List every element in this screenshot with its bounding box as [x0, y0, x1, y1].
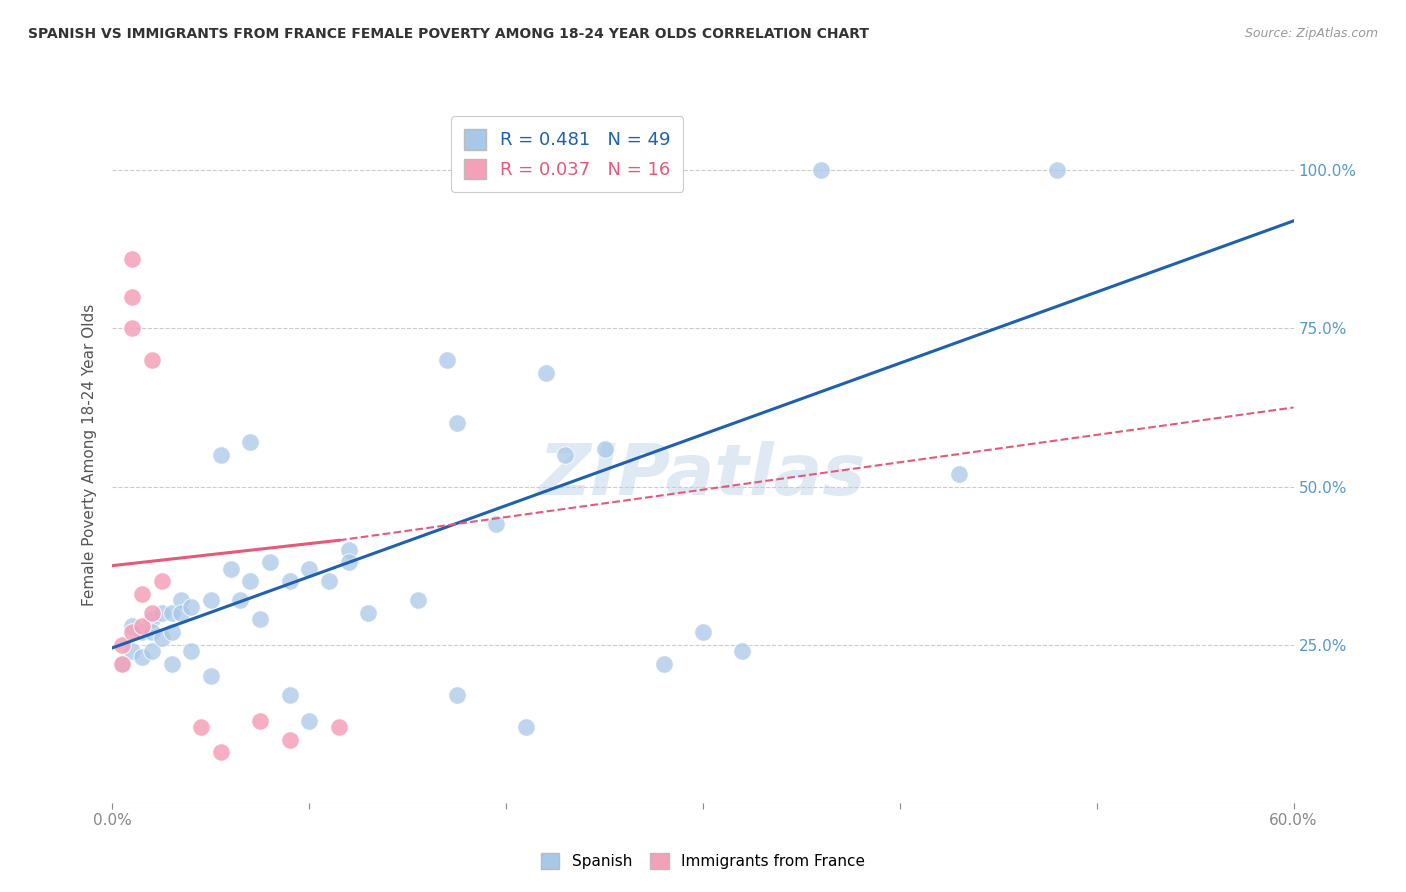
Point	[692, 625, 714, 640]
Point	[298, 714, 321, 728]
Point	[249, 612, 271, 626]
Point	[337, 556, 360, 570]
Point	[446, 417, 468, 431]
Point	[150, 574, 173, 589]
Point	[278, 574, 301, 589]
Point	[160, 606, 183, 620]
Point	[436, 353, 458, 368]
Point	[121, 252, 143, 266]
Point	[209, 448, 232, 462]
Point	[141, 606, 163, 620]
Point	[328, 720, 350, 734]
Text: Source: ZipAtlas.com: Source: ZipAtlas.com	[1244, 27, 1378, 40]
Point	[111, 638, 134, 652]
Point	[141, 644, 163, 658]
Point	[121, 321, 143, 335]
Point	[141, 612, 163, 626]
Point	[160, 625, 183, 640]
Text: ZIPatlas: ZIPatlas	[540, 442, 866, 510]
Point	[298, 562, 321, 576]
Point	[278, 732, 301, 747]
Point	[150, 632, 173, 646]
Point	[131, 587, 153, 601]
Point	[121, 625, 143, 640]
Point	[180, 599, 202, 614]
Point	[111, 657, 134, 671]
Point	[219, 562, 242, 576]
Point	[239, 574, 262, 589]
Text: SPANISH VS IMMIGRANTS FROM FRANCE FEMALE POVERTY AMONG 18-24 YEAR OLDS CORRELATI: SPANISH VS IMMIGRANTS FROM FRANCE FEMALE…	[28, 27, 869, 41]
Point	[810, 163, 832, 178]
Point	[121, 290, 143, 304]
Point	[948, 467, 970, 481]
Point	[406, 593, 429, 607]
Point	[485, 517, 508, 532]
Point	[150, 606, 173, 620]
Point	[200, 593, 222, 607]
Y-axis label: Female Poverty Among 18-24 Year Olds: Female Poverty Among 18-24 Year Olds	[82, 304, 97, 606]
Point	[111, 657, 134, 671]
Point	[337, 542, 360, 557]
Point	[229, 593, 252, 607]
Point	[515, 720, 537, 734]
Point	[534, 366, 557, 380]
Point	[731, 644, 754, 658]
Point	[357, 606, 380, 620]
Point	[131, 625, 153, 640]
Point	[239, 435, 262, 450]
Point	[259, 556, 281, 570]
Point	[278, 688, 301, 702]
Point	[141, 353, 163, 368]
Legend: R = 0.481   N = 49, R = 0.037   N = 16: R = 0.481 N = 49, R = 0.037 N = 16	[451, 116, 683, 192]
Point	[180, 644, 202, 658]
Point	[141, 625, 163, 640]
Point	[593, 442, 616, 456]
Point	[160, 657, 183, 671]
Point	[170, 593, 193, 607]
Point	[446, 688, 468, 702]
Point	[318, 574, 340, 589]
Point	[1046, 163, 1069, 178]
Point	[170, 606, 193, 620]
Point	[209, 745, 232, 759]
Point	[190, 720, 212, 734]
Point	[554, 448, 576, 462]
Point	[121, 644, 143, 658]
Point	[249, 714, 271, 728]
Legend: Spanish, Immigrants from France: Spanish, Immigrants from France	[534, 847, 872, 875]
Point	[131, 650, 153, 665]
Point	[652, 657, 675, 671]
Point	[200, 669, 222, 683]
Point	[131, 618, 153, 632]
Point	[121, 618, 143, 632]
